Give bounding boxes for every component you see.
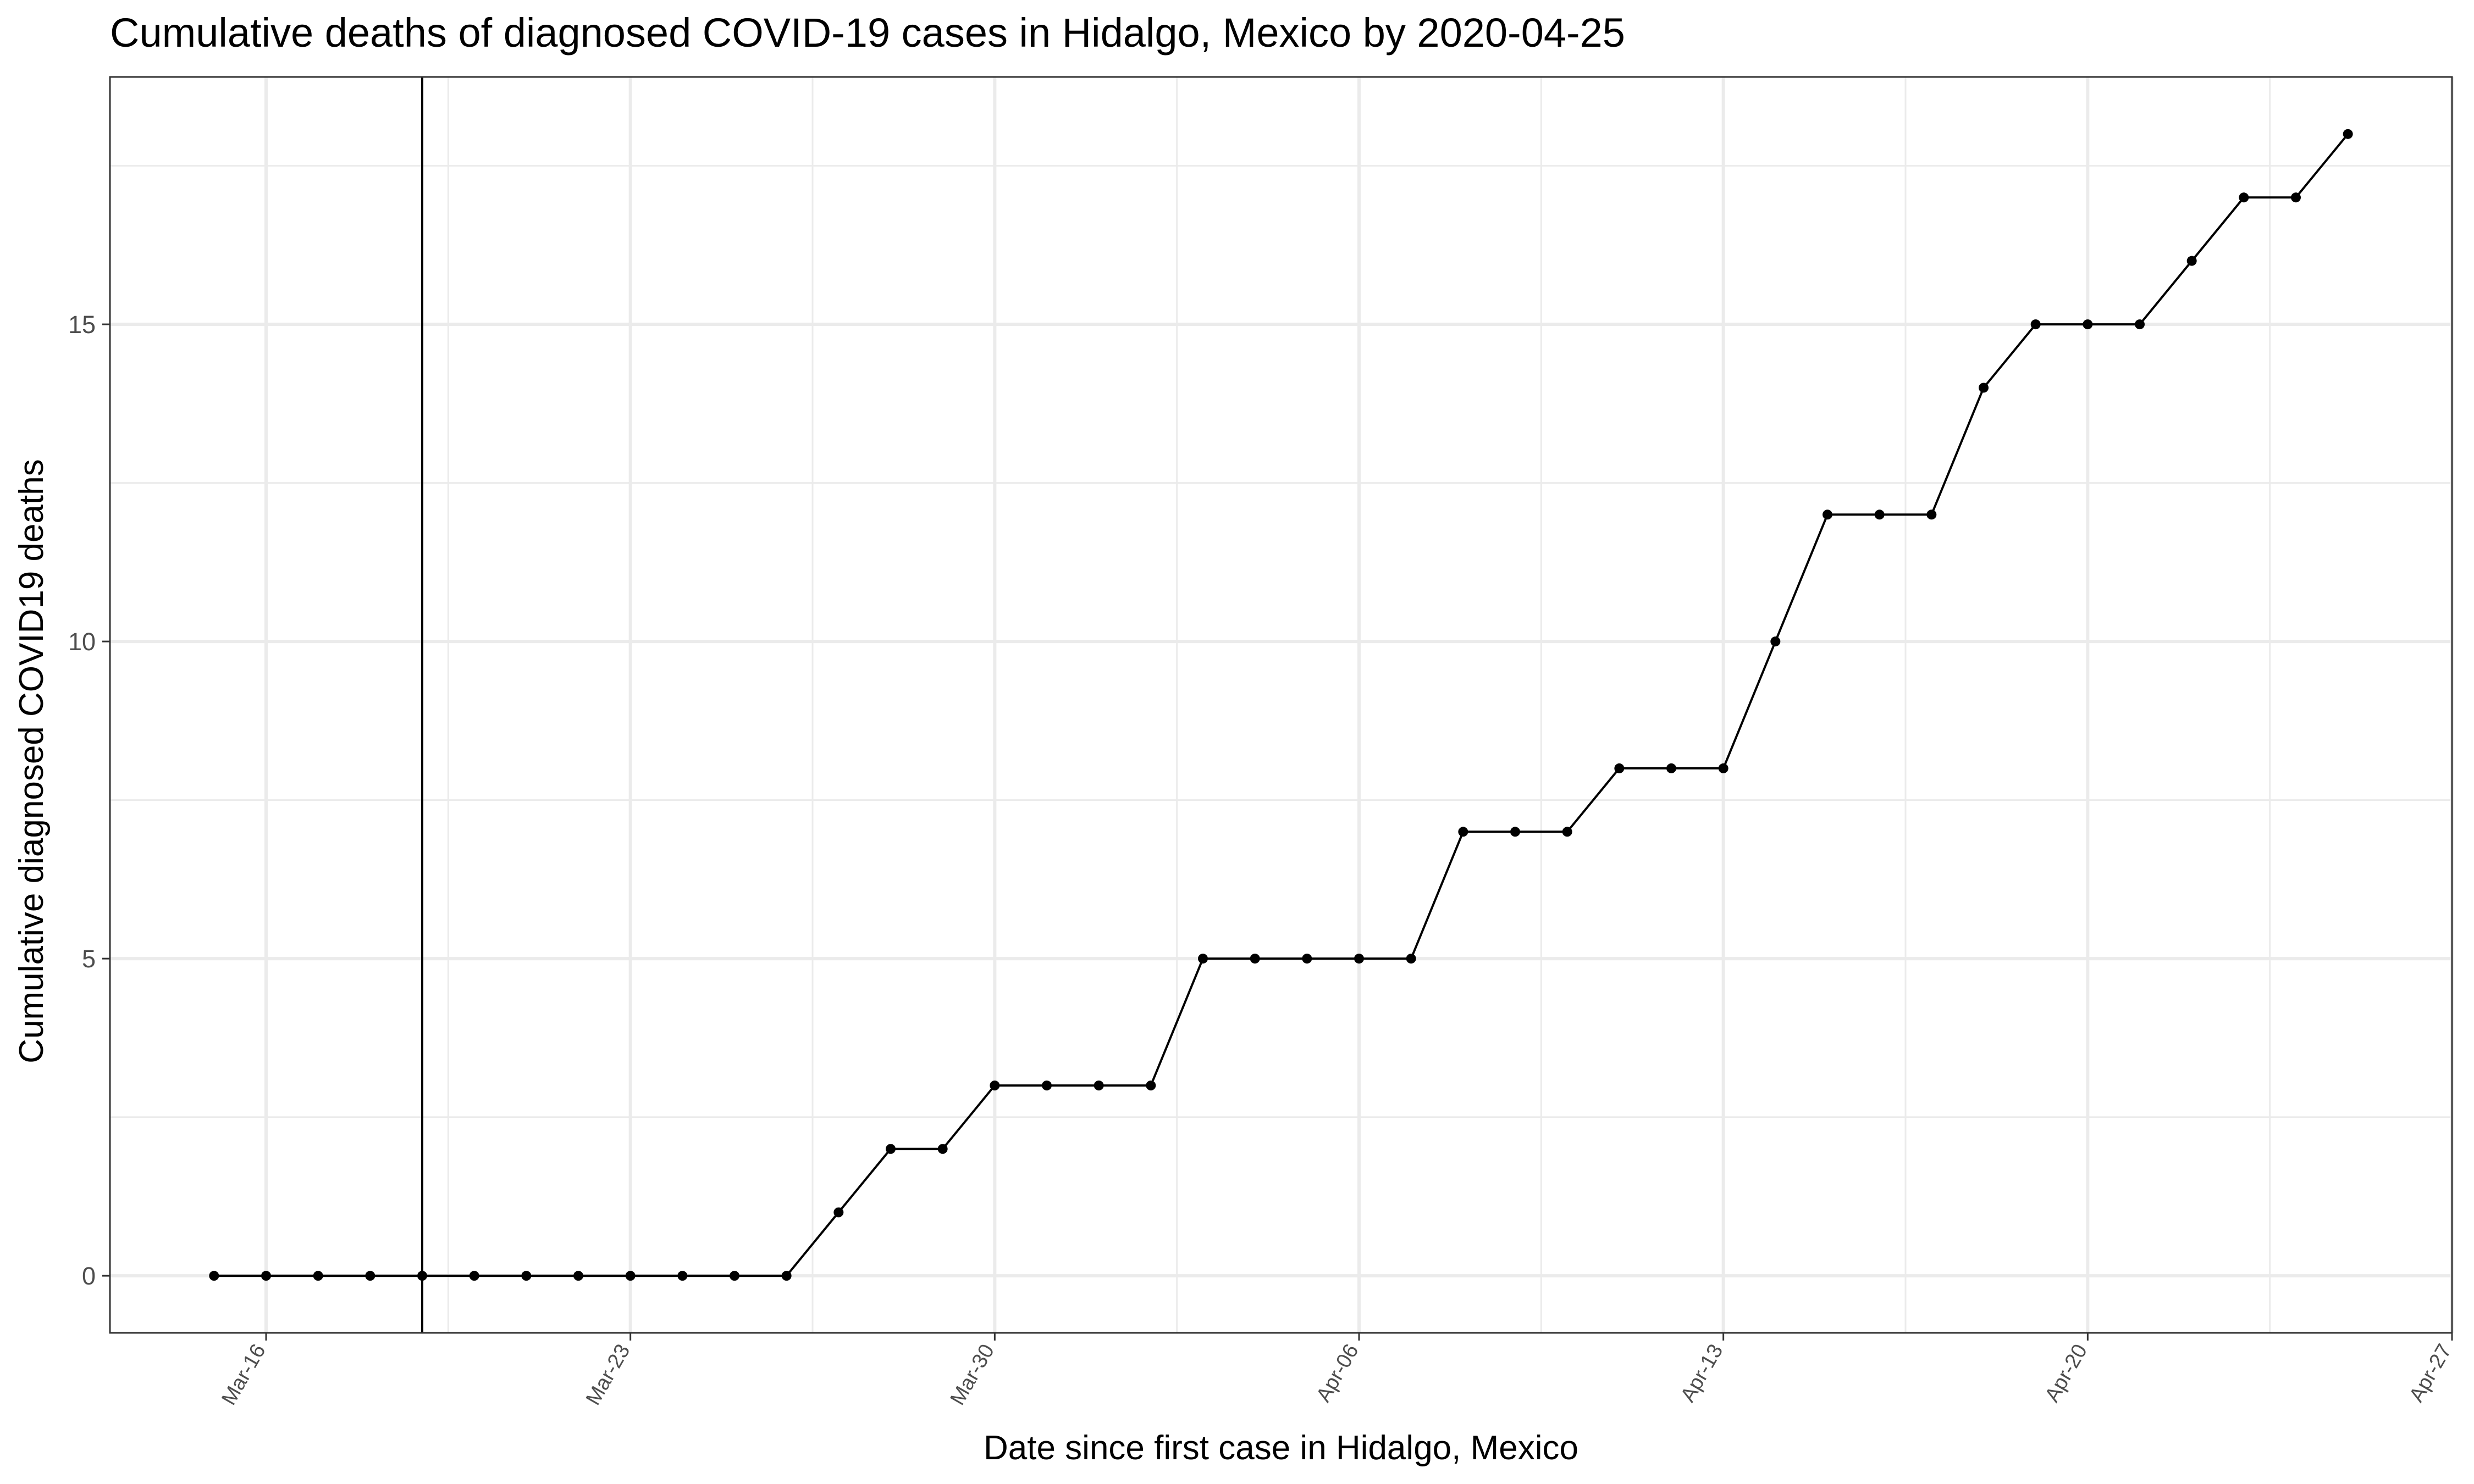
data-point (1406, 954, 1416, 964)
chart-title: Cumulative deaths of diagnosed COVID-19 … (110, 10, 1625, 56)
data-point (2291, 192, 2301, 203)
y-axis-title: Cumulative diagnosed COVID19 deaths (13, 459, 51, 1063)
data-point (1770, 636, 1781, 647)
series-line (214, 133, 2349, 1277)
data-point (677, 1271, 688, 1281)
y-axis: 0 5 10 15 (68, 311, 110, 1290)
data-point (2135, 319, 2145, 330)
data-point (2030, 319, 2041, 330)
data-point (886, 1144, 896, 1154)
data-point (1458, 827, 1468, 837)
data-point (730, 1271, 739, 1281)
data-point (1562, 827, 1572, 837)
data-point (1666, 763, 1676, 773)
data-point (2186, 256, 2197, 266)
data-point (1094, 1080, 1104, 1090)
y-tick-label: 15 (68, 311, 96, 339)
data-point (573, 1271, 583, 1281)
data-point (417, 1271, 427, 1281)
data-point (469, 1271, 479, 1281)
data-point (1042, 1080, 1052, 1090)
data-point (1354, 954, 1364, 964)
data-point (781, 1271, 792, 1281)
data-point (1614, 763, 1625, 773)
data-point (365, 1271, 375, 1281)
data-point (937, 1144, 948, 1154)
data-point (2239, 192, 2249, 203)
data-point (2343, 129, 2353, 139)
plot-panel-border (109, 76, 2453, 1334)
data-point (990, 1080, 1000, 1090)
data-point (1979, 383, 1989, 393)
data-point (261, 1271, 271, 1281)
data-point (313, 1271, 323, 1281)
data-point (1250, 954, 1260, 964)
data-point (1302, 954, 1312, 964)
y-tick-label: 5 (82, 945, 96, 973)
data-point (625, 1271, 636, 1281)
data-point (1718, 763, 1729, 773)
data-point (521, 1271, 532, 1281)
data-point (1926, 510, 1937, 520)
data-point (209, 1271, 219, 1281)
data-point (2083, 319, 2093, 330)
data-point (1823, 510, 1832, 520)
data-point (1198, 954, 1208, 964)
data-point (1146, 1080, 1156, 1090)
y-tick-label: 0 (82, 1262, 96, 1290)
data-point (1510, 827, 1520, 837)
data-point (833, 1207, 844, 1217)
data-point (1874, 510, 1885, 520)
x-axis-title: Date since first case in Hidalgo, Mexico (984, 1429, 1578, 1467)
y-tick-label: 10 (68, 628, 96, 656)
series-deaths (209, 129, 2353, 1281)
